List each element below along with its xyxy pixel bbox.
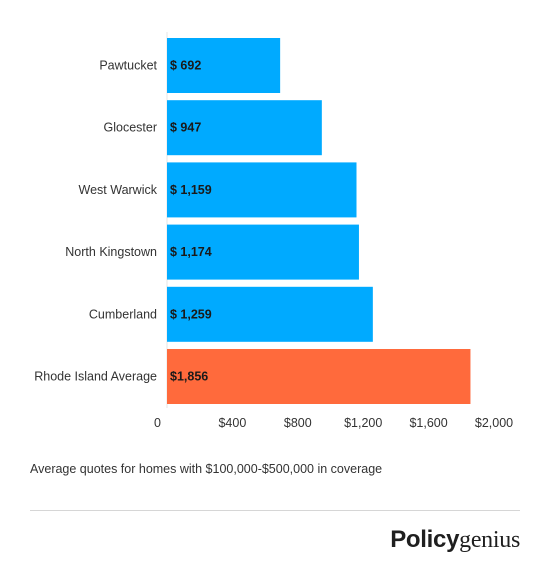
x-tick-label-4: $1,600	[409, 416, 447, 430]
x-tick-label-3: $1,200	[344, 416, 382, 430]
category-label-4: Cumberland	[89, 307, 157, 321]
value-label-1: $ 947	[170, 121, 201, 135]
bar-0	[167, 38, 281, 93]
value-label-4: $ 1,259	[170, 307, 212, 321]
footer-divider	[30, 510, 520, 511]
category-label-2: West Warwick	[79, 183, 158, 197]
bar-1	[167, 100, 322, 156]
value-label-3: $ 1,174	[170, 245, 212, 259]
bar-chart: Pawtucket $ 692 Glocester $ 947 West Warwick…	[34, 32, 513, 430]
value-label-2: $ 1,159	[170, 183, 212, 197]
value-label-0: $ 692	[170, 59, 201, 73]
chart-canvas: Pawtucket $ 692 Glocester $ 947 West Warwick…	[34, 32, 513, 430]
chart-caption: Average quotes for homes with $100,000-$…	[30, 462, 383, 476]
bar-2	[167, 162, 357, 218]
brand-logo: Policygenius	[390, 526, 520, 554]
bar-3	[167, 224, 359, 280]
x-tick-label-1: $400	[218, 416, 246, 430]
bar-5	[167, 349, 471, 404]
value-label-5: $1,856	[170, 370, 208, 384]
brand-logo-part-2: genius	[459, 527, 520, 553]
category-label-3: North Kingstown	[65, 245, 157, 259]
x-tick-label-5: $2,000	[475, 416, 513, 430]
category-label-1: Glocester	[104, 121, 158, 135]
category-label-5: Rhode Island Average	[34, 370, 157, 384]
x-tick-label-2: $800	[284, 416, 312, 430]
brand-logo-part-1: Policy	[390, 526, 460, 553]
bar-4	[167, 286, 373, 342]
x-tick-label-0: 0	[154, 416, 161, 430]
category-label-0: Pawtucket	[99, 59, 157, 73]
